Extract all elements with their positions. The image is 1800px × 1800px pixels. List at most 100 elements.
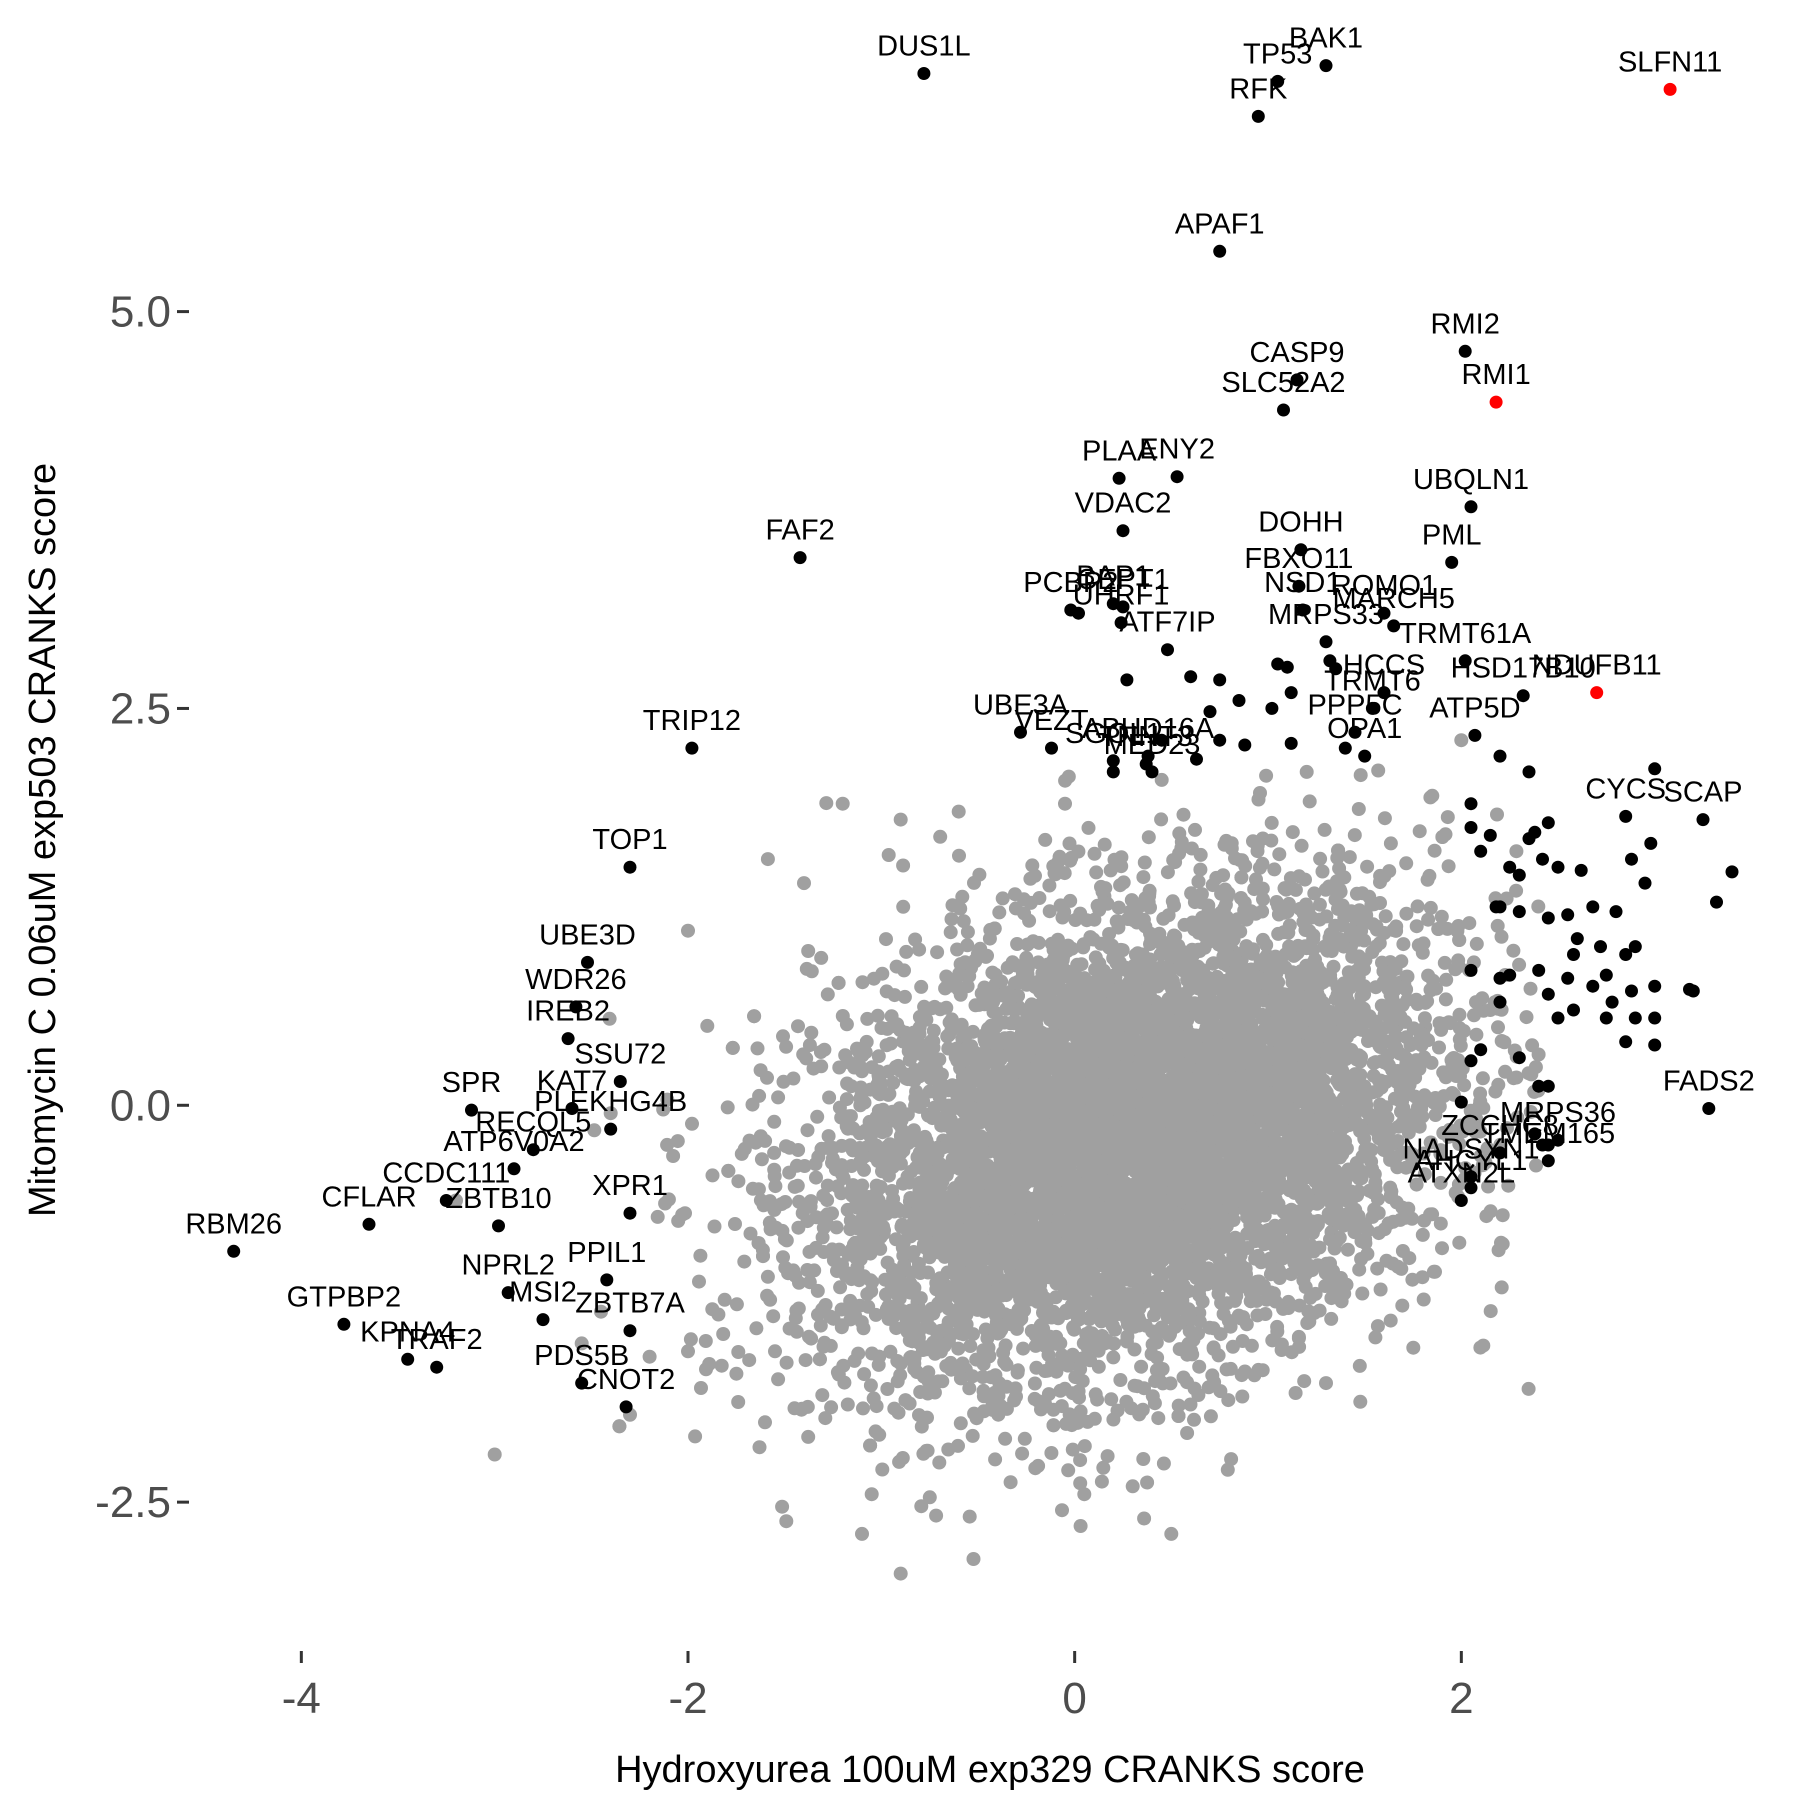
background-point [1523, 1105, 1538, 1119]
background-point [1283, 871, 1298, 886]
background-point [1137, 855, 1152, 870]
background-point [1168, 929, 1183, 944]
background-point [1297, 1374, 1312, 1389]
background-point [707, 1219, 722, 1234]
background-point [1401, 1125, 1416, 1140]
background-point [899, 944, 914, 959]
background-point [1061, 1285, 1076, 1300]
background-point [731, 1174, 746, 1189]
background-point [1467, 1008, 1481, 1023]
background-point [1452, 1007, 1467, 1022]
background-point [729, 1297, 744, 1312]
background-point [1180, 1426, 1195, 1440]
background-point [836, 1358, 851, 1373]
background-point [914, 1419, 929, 1434]
background-point [1022, 913, 1037, 928]
background-point [1399, 856, 1414, 871]
background-point [1399, 1160, 1413, 1175]
background-point [956, 914, 971, 929]
background-point [1076, 940, 1091, 955]
background-point [1399, 906, 1414, 921]
background-point [1193, 862, 1208, 877]
background-point [1378, 909, 1393, 924]
background-point [840, 1397, 855, 1412]
background-point [1501, 1178, 1516, 1193]
background-point [799, 961, 814, 976]
background-point [1137, 1511, 1152, 1526]
background-point [1365, 1161, 1379, 1176]
background-point [750, 1041, 765, 1056]
background-point [908, 932, 923, 947]
background-point [914, 1038, 929, 1053]
background-point [1073, 1404, 1088, 1419]
background-point [951, 1341, 966, 1356]
background-point [1497, 1035, 1512, 1050]
background-point [766, 1309, 781, 1324]
background-point [1020, 967, 1035, 982]
background-point [1256, 892, 1270, 907]
background-point [1065, 1442, 1080, 1457]
background-point [767, 1162, 782, 1177]
background-point [817, 1042, 832, 1057]
background-point [815, 1230, 830, 1245]
background-point [1441, 859, 1456, 874]
background-point [1096, 1460, 1111, 1475]
background-point [1288, 882, 1303, 897]
background-point [602, 1011, 617, 1026]
background-point [758, 1415, 772, 1430]
background-point [906, 1133, 921, 1148]
background-point [1028, 1328, 1043, 1343]
background-point [1072, 1390, 1086, 1405]
background-point [1342, 850, 1357, 865]
background-point [857, 1367, 872, 1382]
background-point [966, 1552, 981, 1566]
background-point [875, 966, 890, 981]
background-point [1281, 896, 1296, 911]
background-point [810, 1109, 825, 1124]
background-point [995, 891, 1010, 906]
background-point [1500, 1121, 1514, 1136]
background-point [717, 1292, 732, 1307]
background-point [714, 1358, 729, 1373]
background-point [1364, 897, 1379, 912]
background-point [929, 1508, 944, 1523]
background-point [1174, 834, 1189, 849]
background-point [1480, 1141, 1495, 1156]
background-point [1410, 899, 1425, 914]
background-point [1203, 1409, 1218, 1424]
background-point [1239, 1317, 1254, 1332]
background-point [1042, 904, 1057, 919]
background-point [1412, 1119, 1427, 1134]
background-point [768, 1179, 783, 1194]
background-point [716, 1327, 731, 1341]
background-point [1149, 1335, 1164, 1350]
background-point [875, 1462, 890, 1477]
background-point [1183, 1397, 1198, 1412]
background-point [1412, 824, 1427, 839]
background-point [1423, 1135, 1438, 1150]
background-point [1089, 865, 1104, 880]
background-point [914, 979, 929, 994]
background-point [1294, 838, 1309, 853]
background-point [1104, 1392, 1119, 1407]
background-point [1352, 903, 1367, 918]
background-point [1141, 830, 1156, 845]
background-point [1521, 1381, 1536, 1396]
background-point [1383, 1313, 1398, 1328]
background-point [819, 796, 834, 811]
background-point [1385, 1063, 1400, 1077]
background-point [1282, 939, 1297, 954]
background-point [1479, 1209, 1494, 1224]
background-point [984, 1018, 999, 1033]
background-point [914, 1499, 929, 1514]
background-point [1433, 1175, 1448, 1190]
background-point [829, 1220, 844, 1235]
background-point [688, 1429, 703, 1444]
background-point [1371, 763, 1386, 778]
background-point [1136, 870, 1151, 885]
background-point [1337, 870, 1352, 885]
background-point [1042, 878, 1057, 893]
background-point [1097, 837, 1112, 852]
background-point [1352, 1262, 1367, 1277]
